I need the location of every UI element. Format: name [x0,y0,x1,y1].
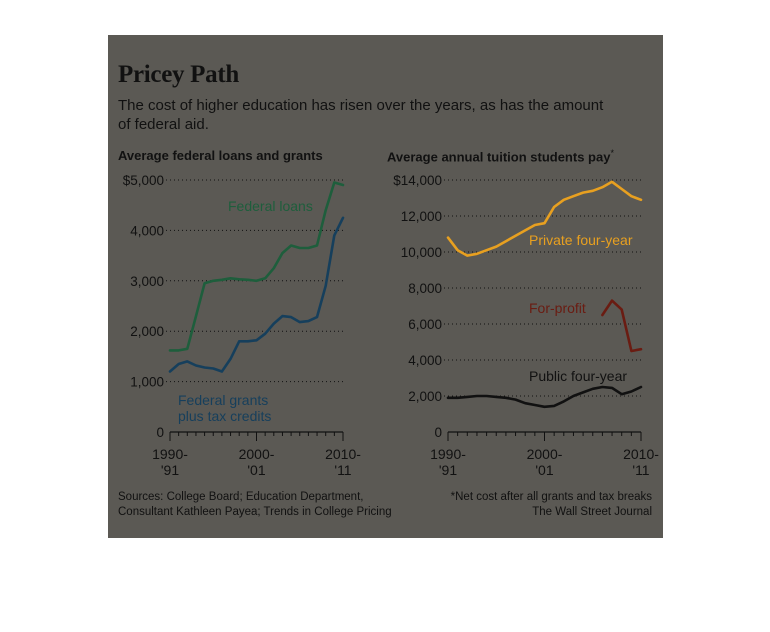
chart-figure: 0 1,000 2,000 3,000 4,000 $5,000 1990- '91 2000-… [108,35,663,538]
right-y-tick-label: 0 [434,425,442,440]
right-x-tick-label: '91 [439,462,457,478]
left-series-label-1: plus tax credits [178,408,271,424]
right-x-tick-label: '01 [535,462,553,478]
left-x-tick-label: '11 [334,462,351,478]
right-series-line-1 [601,299,643,353]
right-y-tick-label: 8,000 [408,281,442,296]
right-chart-title: Average annual tuition students pay* [387,148,614,164]
right-chart-title-text: Average annual tuition students pay [387,149,611,165]
left-chart-title-text: Average federal loans and grants [118,148,323,163]
right-y-tick-label: 12,000 [401,209,442,224]
right-y-tick-label: 6,000 [408,317,442,332]
footnote: *Net cost after all grants and tax break… [451,490,652,520]
right-series-label-2: Public four-year [529,368,627,384]
left-series-line-1 [168,216,345,373]
right-series-label-0: Private four-year [529,232,633,248]
page-title: Pricey Path [118,61,239,88]
left-x-tick-label: '91 [161,462,179,478]
left-x-tick-label: 1990- [152,446,188,462]
right-x-tick-label: '11 [632,462,649,478]
left-x-tick-label: '01 [247,462,265,478]
sources-line-1: Sources: College Board; Education Depart… [118,491,364,503]
right-x-tick-label: 1990- [430,446,466,462]
sources-note: Sources: College Board; Education Depart… [118,490,392,520]
left-series-label-0: Federal loans [228,198,313,214]
right-y-tick-label: 2,000 [408,389,442,404]
right-series-label-1: For-profit [529,300,586,316]
left-chart-title: Average federal loans and grants [118,148,323,163]
left-x-tick-label: 2010- [325,446,361,462]
page-subtitle: The cost of higher education has risen o… [118,97,604,133]
left-y-tick-label: 3,000 [130,274,164,289]
left-y-tick-label: 2,000 [130,324,164,339]
credit-line: The Wall Street Journal [532,506,652,518]
right-chart-title-asterisk: * [610,148,614,158]
right-y-tick-label: 10,000 [401,245,442,260]
right-x-tick-label: 2000- [527,446,563,462]
charts-svg: 01,0002,0003,0004,000$5,0001990-'912000-… [123,173,660,478]
right-x-tick-label: 2010- [623,446,659,462]
left-y-tick-label: 4,000 [130,223,164,238]
sources-line-2: Consultant Kathleen Payea; Trends in Col… [118,506,392,518]
left-x-tick-label: 2000- [239,446,275,462]
right-series-line-2 [446,385,643,409]
right-y-tick-label: 4,000 [408,353,442,368]
left-y-tick-label: 1,000 [130,375,164,390]
left-y-tick-label: $5,000 [123,173,164,188]
left-y-tick-label: 0 [156,425,164,440]
footnote-line: *Net cost after all grants and tax break… [450,491,652,503]
right-y-tick-label: $14,000 [393,173,442,188]
left-series-label-1: Federal grants [178,392,268,408]
